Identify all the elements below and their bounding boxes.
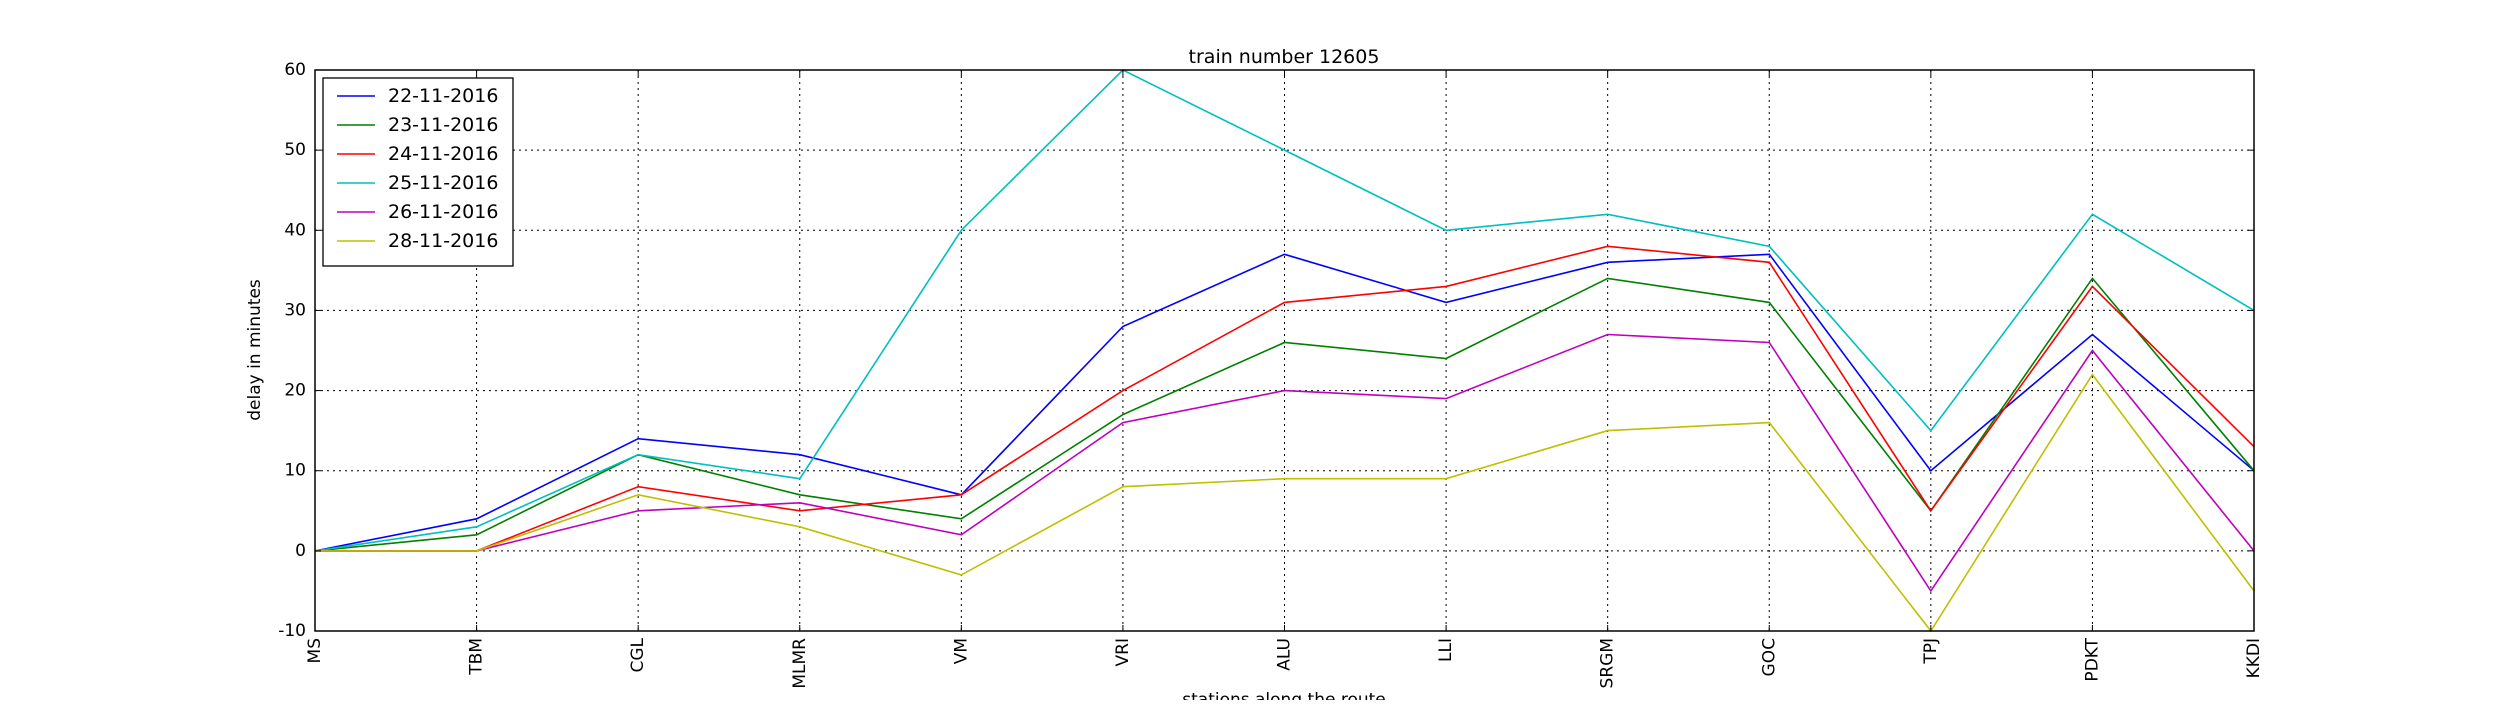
grid: [315, 70, 2254, 631]
x-tick-label: SRGM: [1598, 638, 1618, 688]
y-tick-label: 30: [284, 300, 306, 320]
y-tick-label: 60: [284, 60, 306, 80]
y-tick-label: -10: [278, 621, 306, 641]
legend-label: 25-11-2016: [388, 172, 498, 194]
x-tick-label: TBM: [467, 638, 487, 676]
x-axis-label: stations along the route: [1182, 690, 1386, 700]
chart-title: train number 12605: [1189, 46, 1380, 68]
x-tick-label: MLMR: [790, 638, 810, 689]
legend-box: [322, 77, 514, 267]
x-tick-label: PDKT: [2082, 637, 2102, 681]
y-tick-label: 50: [284, 140, 306, 160]
axis-ticks: MS TBM CGL MLMR VM VRI ALU LLI SRGM GOC TPJ PDKT KKD…: [278, 60, 2264, 689]
x-tick-label: KKDI: [2244, 638, 2264, 678]
series-line-22-11-2016: [314, 253, 2255, 552]
y-tick-label: 20: [284, 381, 306, 401]
legend-label: 28-11-2016: [388, 230, 498, 252]
series-line-26-11-2016: [315, 333, 2255, 593]
series-line-25-11-2016: [314, 69, 2255, 552]
y-tick-label: 10: [284, 461, 306, 481]
x-tick-label: VM: [951, 638, 971, 664]
y-tick-label: 40: [284, 220, 306, 240]
legend-label: 26-11-2016: [388, 201, 498, 223]
x-tick-label: LLI: [1436, 638, 1456, 662]
series-line-23-11-2016: [314, 277, 2255, 552]
y-axis-label: delay in minutes: [245, 279, 265, 421]
x-tick-label: VRI: [1113, 638, 1133, 666]
y-tick-label: 0: [295, 541, 306, 561]
x-tick-label: CGL: [628, 637, 648, 672]
x-tick-label: TPJ: [1921, 638, 1941, 665]
x-tick-label: GOC: [1759, 638, 1779, 676]
legend-label: 24-11-2016: [388, 143, 498, 165]
legend: 22-11-2016 23-11-2016 24-11-2016 25-11-2016…: [322, 77, 514, 267]
legend-label: 22-11-2016: [388, 85, 498, 107]
series-lines: [314, 69, 2255, 633]
series-line-24-11-2016: [315, 245, 2255, 552]
legend-label: 23-11-2016: [388, 114, 498, 136]
x-tick-label: MS: [305, 638, 325, 663]
x-tick-label: ALU: [1275, 638, 1295, 671]
